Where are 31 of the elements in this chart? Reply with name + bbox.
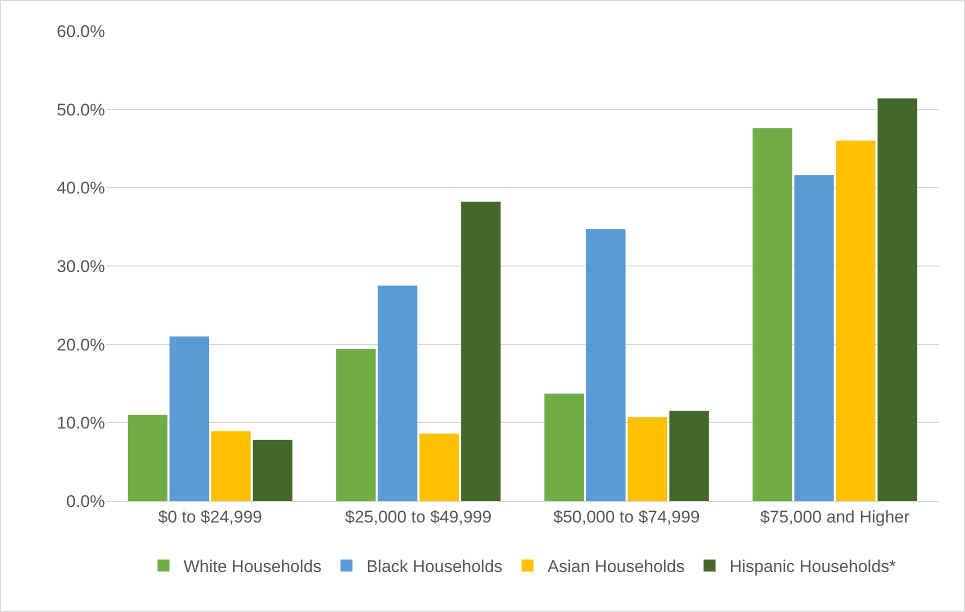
- x-tick-label: $0 to $24,999: [158, 507, 262, 526]
- x-tick-label: $75,000 and Higher: [760, 507, 910, 526]
- y-tick-label: 10.0%: [56, 414, 105, 433]
- x-tick-label: $25,000 to $49,999: [345, 507, 492, 526]
- y-tick-label: 0.0%: [66, 492, 105, 511]
- y-tick-label: 50.0%: [56, 100, 105, 120]
- bar: [586, 229, 626, 501]
- bar: [336, 349, 376, 501]
- legend-label: Black Households: [366, 557, 503, 576]
- bar: [544, 394, 584, 501]
- bar: [461, 202, 501, 501]
- bar: [211, 431, 251, 501]
- bar: [794, 175, 834, 501]
- bar: [752, 128, 792, 501]
- bar: [836, 140, 876, 501]
- legend-label: Hispanic Households*: [730, 557, 896, 576]
- bar: [419, 434, 459, 501]
- y-tick-label: 40.0%: [56, 178, 105, 198]
- bar: [128, 414, 168, 501]
- bar: [252, 440, 292, 501]
- y-tick-label: 60.0%: [56, 22, 105, 41]
- bar: [878, 98, 918, 501]
- legend-label: White Households: [184, 557, 322, 576]
- y-tick-label: 30.0%: [56, 256, 105, 276]
- y-tick-label: 20.0%: [56, 335, 105, 354]
- bar: [170, 336, 210, 501]
- x-tick-label: $50,000 to $74,999: [553, 507, 700, 526]
- legend-label: Asian Households: [548, 557, 685, 576]
- bar: [628, 417, 668, 501]
- bar: [378, 286, 418, 501]
- bar: [669, 410, 709, 501]
